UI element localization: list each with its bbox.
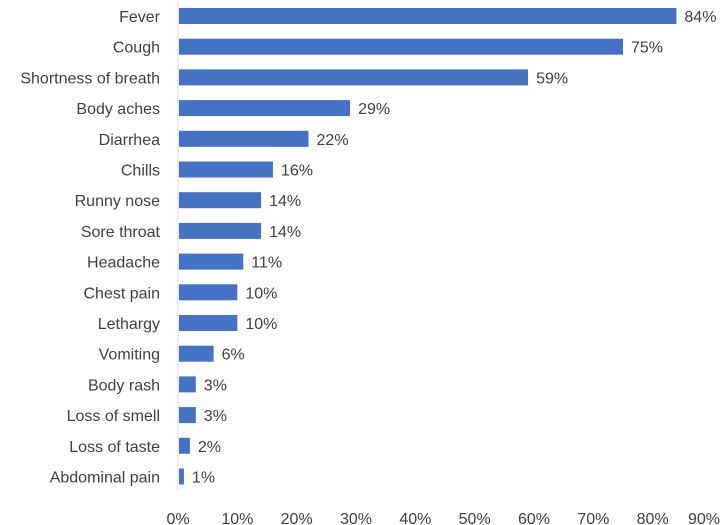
value-label: 75% bbox=[631, 40, 663, 57]
bar bbox=[179, 437, 190, 454]
value-label: 10% bbox=[245, 316, 277, 333]
bar bbox=[179, 284, 238, 301]
value-label: 29% bbox=[358, 101, 390, 118]
bar bbox=[179, 468, 184, 485]
x-tick-label: 30% bbox=[340, 511, 372, 525]
category-label: Fever bbox=[119, 9, 161, 26]
category-label: Loss of smell bbox=[67, 408, 160, 425]
category-labels-group: Fever Cough Shortness of breath Body aches D… bbox=[20, 9, 160, 487]
bar bbox=[179, 100, 351, 117]
value-label: 2% bbox=[198, 439, 221, 456]
value-label: 10% bbox=[245, 285, 277, 302]
bar bbox=[179, 376, 196, 393]
x-tick-labels-group: 0% 10% 20% 30% 40% 50% 60% 70% 80% 90% bbox=[166, 511, 720, 525]
category-label: Body aches bbox=[76, 101, 160, 118]
x-tick-label: 60% bbox=[518, 511, 550, 525]
bar bbox=[179, 222, 262, 239]
bar bbox=[179, 253, 244, 270]
category-label: Vomiting bbox=[99, 347, 160, 364]
category-label: Shortness of breath bbox=[20, 70, 160, 87]
x-tick-label: 20% bbox=[281, 511, 313, 525]
bar bbox=[179, 161, 273, 178]
category-label: Diarrhea bbox=[99, 132, 160, 149]
value-label: 14% bbox=[269, 224, 301, 241]
value-label: 59% bbox=[536, 70, 568, 87]
category-label: Cough bbox=[113, 40, 160, 57]
category-label: Loss of taste bbox=[69, 439, 160, 456]
value-label: 84% bbox=[684, 9, 716, 26]
value-label: 14% bbox=[269, 193, 301, 210]
bar bbox=[179, 130, 309, 147]
bars-group bbox=[179, 8, 677, 485]
value-label: 3% bbox=[204, 408, 227, 425]
value-label: 16% bbox=[281, 163, 313, 180]
x-tick-label: 40% bbox=[399, 511, 431, 525]
value-labels-group: 84%75%59%29%22%16%14%14%11%10%10%6%3%3%2… bbox=[192, 9, 716, 487]
bar bbox=[179, 38, 623, 55]
bar bbox=[179, 407, 196, 424]
value-label: 3% bbox=[204, 377, 227, 394]
x-tick-label: 10% bbox=[221, 511, 253, 525]
value-label: 1% bbox=[192, 470, 215, 487]
bar bbox=[179, 345, 214, 362]
bar bbox=[179, 192, 262, 209]
bar bbox=[179, 8, 677, 24]
x-tick-label: 90% bbox=[688, 511, 720, 525]
bar bbox=[179, 315, 238, 331]
category-label: Body rash bbox=[88, 377, 160, 394]
x-tick-label: 80% bbox=[637, 511, 669, 525]
category-label: Lethargy bbox=[98, 316, 160, 333]
value-label: 22% bbox=[317, 132, 349, 149]
bar bbox=[179, 69, 529, 86]
value-label: 6% bbox=[222, 347, 245, 364]
category-label: Abdominal pain bbox=[50, 470, 160, 487]
x-tick-label: 50% bbox=[459, 511, 491, 525]
category-label: Runny nose bbox=[75, 193, 160, 210]
category-label: Chest pain bbox=[84, 285, 161, 302]
category-label: Chills bbox=[121, 163, 160, 180]
value-label: 11% bbox=[251, 255, 282, 272]
category-label: Sore throat bbox=[81, 224, 161, 241]
category-label: Headache bbox=[87, 255, 160, 272]
x-tick-label: 0% bbox=[166, 511, 189, 525]
x-tick-label: 70% bbox=[577, 511, 609, 525]
